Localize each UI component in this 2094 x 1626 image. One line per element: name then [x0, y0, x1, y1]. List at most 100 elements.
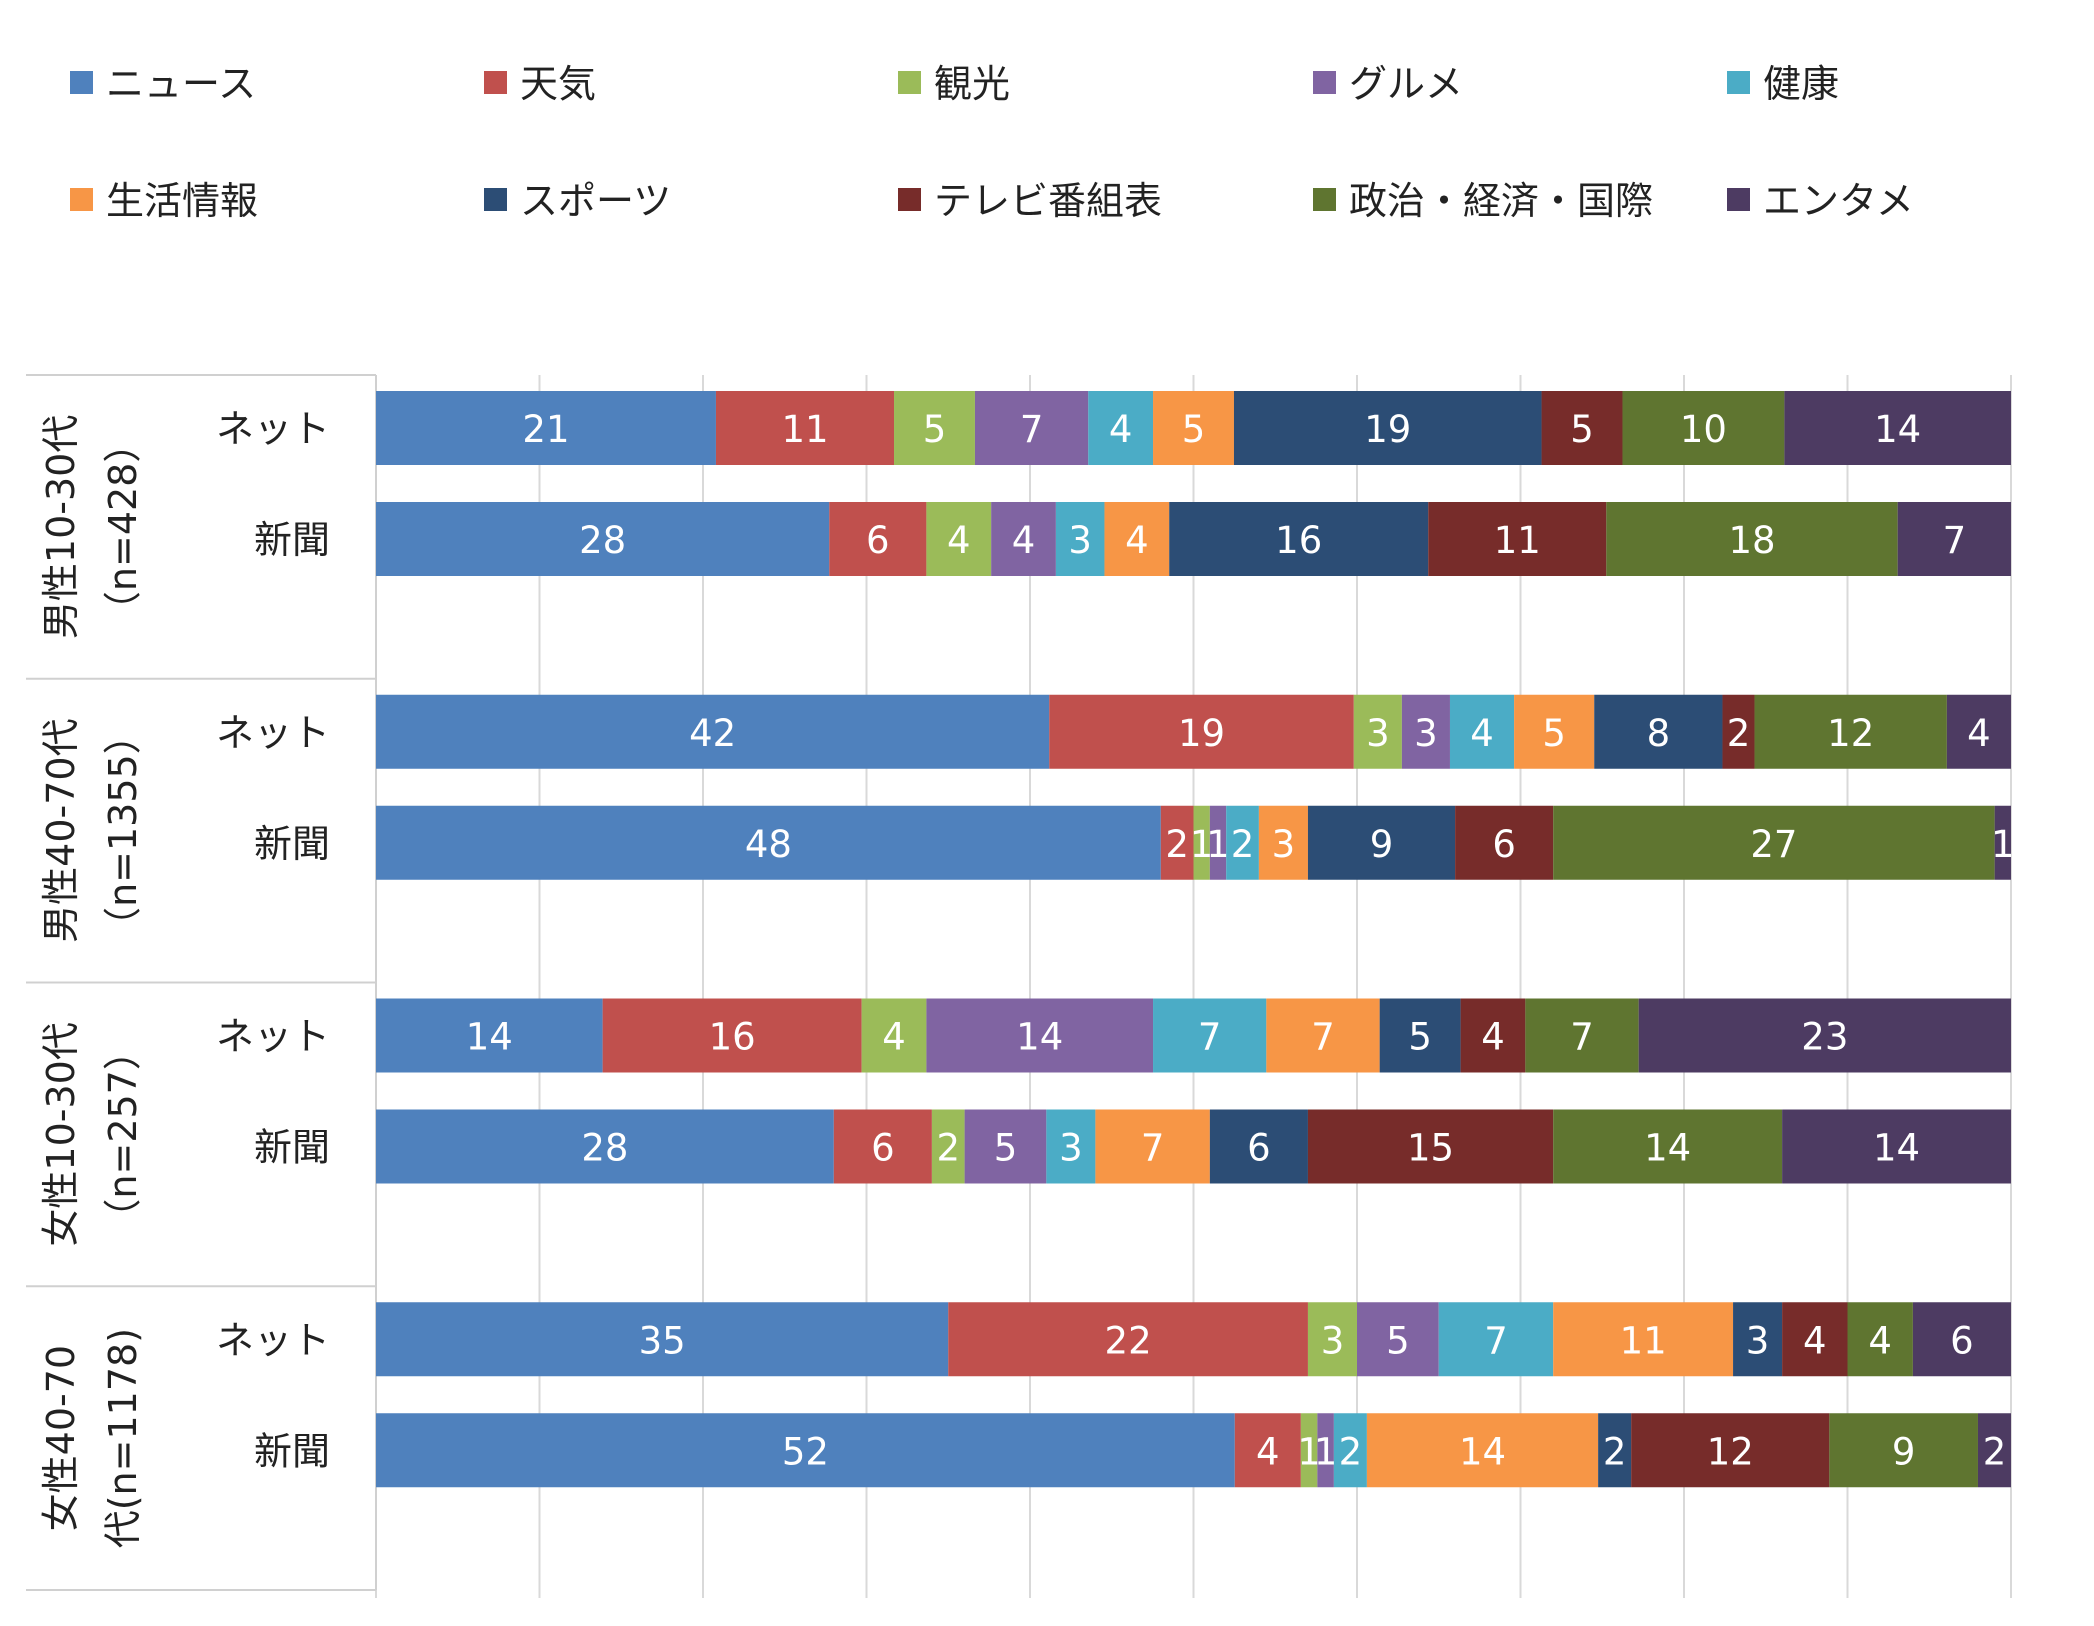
- bar-segment: [1722, 694, 1755, 769]
- data-label: 2: [1983, 1430, 2007, 1473]
- legend-swatch: [1727, 188, 1750, 211]
- bar-segment: [1912, 1302, 2011, 1377]
- bar-segment: [991, 502, 1056, 576]
- data-label: 7: [1198, 1016, 1222, 1059]
- bar-segment: [1638, 998, 2011, 1073]
- data-label: 7: [1943, 519, 1967, 562]
- data-label: 42: [689, 712, 736, 755]
- bar-segment: [1333, 1413, 1367, 1488]
- legend-label: エンタメ: [1763, 179, 1914, 223]
- data-label: 19: [1364, 408, 1411, 451]
- row-label: ネット: [216, 407, 330, 451]
- data-label: 2: [1165, 823, 1189, 866]
- bar-segment: [1553, 1109, 1783, 1184]
- data-label: 19: [1178, 712, 1225, 755]
- bar-segment: [894, 391, 975, 465]
- data-label: 7: [1484, 1319, 1508, 1362]
- bar-segment: [1209, 805, 1227, 880]
- data-label: 2: [1727, 712, 1751, 755]
- bar-segment: [1317, 1413, 1334, 1488]
- data-label: 28: [579, 519, 626, 562]
- bar-segment: [1233, 391, 1542, 465]
- bar-segment: [376, 1413, 1235, 1488]
- data-label: 4: [1109, 408, 1133, 451]
- data-label: 1: [1991, 823, 2015, 866]
- bar-segment: [1733, 1302, 1783, 1377]
- bar-segment: [1307, 805, 1456, 880]
- row-label: 新聞: [254, 822, 330, 866]
- data-label: 4: [1481, 1016, 1505, 1059]
- data-label: 11: [781, 408, 828, 451]
- data-label: 10: [1680, 408, 1727, 451]
- group-label-line: 女性10-30代: [39, 1022, 83, 1246]
- group-label: 男性10-30代 （n=428）: [39, 415, 145, 639]
- data-label: 2: [1339, 1430, 1363, 1473]
- data-label: 2: [1603, 1430, 1627, 1473]
- data-label: 14: [1644, 1127, 1691, 1170]
- data-label: 52: [782, 1430, 829, 1473]
- bar-segment: [1258, 805, 1308, 880]
- data-label: 1: [1314, 1430, 1338, 1473]
- bar-segment: [1401, 694, 1450, 769]
- data-label: 12: [1707, 1430, 1754, 1473]
- data-label: 4: [947, 519, 971, 562]
- data-label: 4: [1470, 712, 1494, 755]
- row-label: ネット: [216, 711, 330, 755]
- data-label: 21: [522, 408, 569, 451]
- legend-swatch: [1727, 71, 1750, 94]
- legend-swatch: [1313, 71, 1336, 94]
- data-label: 4: [1125, 519, 1149, 562]
- data-label: 1: [1206, 823, 1230, 866]
- legend-label: 健康: [1763, 62, 1839, 106]
- legend-swatch: [898, 188, 921, 211]
- bar-segment: [964, 1109, 1047, 1184]
- bar-segment: [376, 998, 603, 1073]
- data-label: 5: [1570, 408, 1594, 451]
- data-label: 7: [1141, 1127, 1165, 1170]
- bar-segment: [1353, 694, 1402, 769]
- data-label: 9: [1892, 1430, 1916, 1473]
- data-label: 3: [1321, 1319, 1345, 1362]
- row-label: 新聞: [254, 1429, 330, 1473]
- data-label: 6: [1492, 823, 1516, 866]
- group-label-line: 代(n=1178): [101, 1328, 145, 1548]
- bar-segment: [1428, 502, 1607, 576]
- bar-segment: [1754, 694, 1947, 769]
- data-label: 4: [1868, 1319, 1892, 1362]
- data-label: 11: [1494, 519, 1541, 562]
- bar-segment: [1553, 805, 1995, 880]
- bar-segment: [1153, 998, 1267, 1073]
- bar-segment: [1234, 1413, 1301, 1488]
- data-label: 11: [1620, 1319, 1667, 1362]
- data-label: 3: [1746, 1319, 1770, 1362]
- group-label-line: 男性10-30代: [39, 415, 83, 639]
- data-label: 22: [1105, 1319, 1152, 1362]
- bar-segment: [926, 998, 1154, 1073]
- bar-segment: [1307, 1109, 1554, 1184]
- bar-segment: [948, 1302, 1308, 1377]
- bar-segment: [1994, 805, 2011, 880]
- bar-segment: [1782, 1302, 1848, 1377]
- row-label: ネット: [216, 1318, 330, 1362]
- data-label: 5: [994, 1127, 1018, 1170]
- bar-segment: [1379, 998, 1461, 1073]
- data-label: 5: [1386, 1319, 1410, 1362]
- data-label: 27: [1750, 823, 1797, 866]
- data-label: 3: [1366, 712, 1390, 755]
- data-label: 5: [1408, 1016, 1432, 1059]
- bar-segment: [1784, 391, 2011, 465]
- data-label: 15: [1407, 1127, 1454, 1170]
- bar-segment: [1049, 694, 1354, 769]
- data-label: 5: [1182, 408, 1206, 451]
- bar-segment: [1169, 502, 1429, 576]
- row-label: ネット: [216, 1015, 330, 1059]
- bar-segment: [1449, 694, 1515, 769]
- bar-segment: [376, 391, 716, 465]
- data-label: 4: [1012, 519, 1036, 562]
- bar-segment: [1631, 1413, 1830, 1488]
- group-label-line: （n=1355）: [101, 716, 145, 945]
- data-label: 3: [1414, 712, 1438, 755]
- data-label: 14: [1874, 408, 1921, 451]
- data-label: 1: [1190, 823, 1214, 866]
